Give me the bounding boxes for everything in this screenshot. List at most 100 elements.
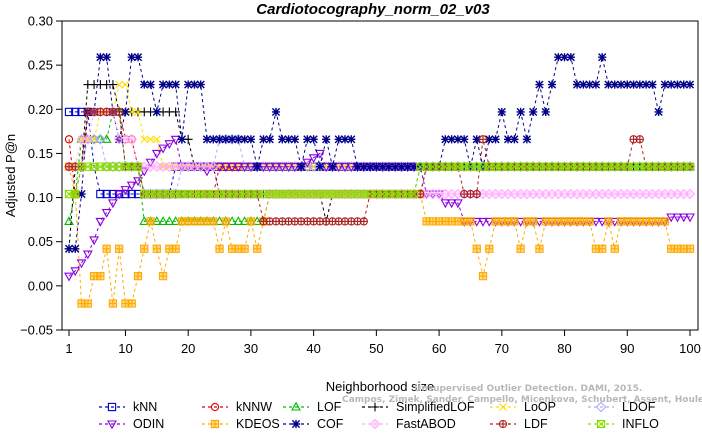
point-cof: [284, 135, 293, 144]
watermark-line2: Campos, Zimek, Sander, Campello, Micenko…: [342, 395, 702, 405]
point-odin: [258, 163, 269, 173]
point-kdeos: [127, 299, 136, 308]
legend-label: kNNW: [236, 400, 272, 414]
point-cof: [579, 80, 588, 89]
point-odin: [534, 217, 545, 227]
point-kdeos: [478, 271, 488, 281]
point-cof: [334, 135, 343, 144]
point-cof: [177, 135, 187, 144]
legend-marker-inflo: [596, 419, 606, 429]
point-ldf: [359, 217, 368, 226]
series-line-knnw: [68, 111, 690, 195]
series-line-fastabod: [69, 111, 690, 195]
point-odin: [314, 149, 325, 159]
point-cof: [472, 135, 481, 144]
point-odin: [277, 163, 288, 173]
point-cof: [309, 135, 318, 144]
legend-item-odin: ODIN: [99, 417, 164, 431]
point-inflo: [133, 162, 143, 171]
point-cof: [529, 107, 538, 117]
point-simplifiedlof: [108, 80, 118, 89]
point-cof: [202, 135, 212, 144]
point-odin: [666, 213, 677, 223]
point-odin: [227, 163, 238, 173]
point-kdeos: [660, 217, 670, 226]
point-kdeos: [460, 217, 469, 226]
point-cof: [64, 244, 74, 253]
point-lof: [227, 216, 238, 225]
point-fastabod: [82, 133, 94, 145]
point-inflo: [71, 189, 80, 199]
point-cof: [667, 80, 676, 89]
legend-marker-fastabod: [369, 418, 381, 430]
legend-marker-odin: [107, 420, 117, 430]
legend-item-cof: COF: [283, 417, 344, 431]
point-knn: [102, 189, 111, 199]
point-kdeos: [140, 244, 149, 253]
legend-item-inflo: INFLO: [588, 417, 659, 431]
x-axis-label: Neighborhood size: [326, 379, 434, 394]
point-odin: [82, 250, 93, 260]
point-odin: [170, 135, 181, 145]
legend-item-knnw: kNNW: [202, 400, 272, 414]
point-loop: [134, 107, 142, 116]
x-axis: 1 10 20 30 40 50 60 70 80 90 100: [65, 330, 701, 356]
point-cof: [246, 135, 256, 144]
point-kdeos: [202, 217, 212, 226]
point-kdeos: [115, 244, 124, 253]
point-cof: [296, 162, 306, 171]
point-cof: [347, 135, 356, 144]
point-cof: [660, 80, 670, 89]
series-kdeos: [64, 162, 695, 308]
point-lof: [139, 216, 150, 225]
point-ldf: [478, 135, 488, 144]
point-odin: [478, 217, 488, 227]
y-tick-label: 0.00: [28, 278, 53, 293]
point-cof: [365, 162, 375, 171]
legend-label: kNN: [133, 400, 157, 414]
point-cof: [290, 135, 299, 144]
legend-marker-ldf: [498, 419, 508, 429]
point-cof: [278, 135, 287, 144]
point-kdeos: [529, 217, 538, 226]
point-cof: [253, 162, 262, 171]
point-kdeos: [535, 244, 544, 253]
point-cof: [165, 80, 174, 89]
point-cof: [554, 53, 563, 62]
point-odin: [590, 217, 601, 227]
point-odin: [107, 199, 118, 209]
series-line-loop: [69, 84, 690, 168]
legend-marker-ldof: [595, 401, 607, 413]
x-tick-label: 20: [181, 341, 195, 356]
legend-label: INFLO: [622, 417, 659, 431]
y-tick-label: 0.15: [28, 146, 53, 161]
point-cof: [140, 80, 149, 89]
point-cof: [190, 80, 199, 89]
point-cof: [340, 135, 350, 144]
point-odin: [678, 213, 689, 223]
point-kdeos: [610, 244, 619, 253]
point-odin: [308, 154, 319, 164]
series-loop: [65, 80, 694, 171]
legend: kNN kNNW LOF SimplifiedLOF LoOP LDOF ODIN KDEOS…: [99, 400, 659, 431]
point-cof: [196, 80, 205, 89]
point-cof: [629, 80, 638, 89]
point-cof: [184, 80, 193, 89]
x-tick-label: 70: [495, 341, 509, 356]
point-kdeos: [227, 244, 237, 253]
point-cof: [598, 53, 607, 62]
point-odin: [239, 163, 250, 173]
point-lof: [151, 216, 162, 225]
point-cof: [547, 80, 557, 89]
legend-marker-knnw: [210, 402, 220, 412]
point-kdeos: [171, 244, 180, 253]
point-kdeos: [83, 299, 92, 308]
point-lof: [214, 216, 225, 225]
point-cof: [77, 189, 86, 199]
point-cof: [127, 53, 136, 62]
point-kdeos: [152, 244, 161, 253]
point-kdeos: [146, 217, 155, 226]
point-ldf: [635, 135, 644, 144]
x-tick-label: 100: [679, 341, 701, 356]
point-cof: [391, 162, 400, 171]
